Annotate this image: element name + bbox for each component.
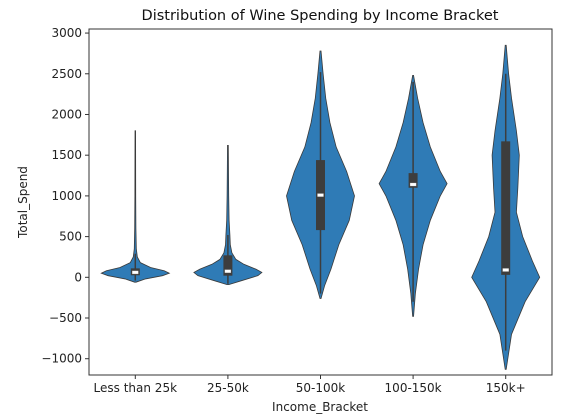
violin-iqr-box — [223, 255, 233, 276]
y-tick-label: −1000 — [41, 352, 82, 366]
y-tick-label: 2500 — [51, 67, 82, 81]
y-tick-label: 500 — [59, 230, 82, 244]
x-tick-label: 25-50k — [207, 381, 249, 395]
x-tick-label: 150k+ — [486, 381, 526, 395]
violin-body — [100, 130, 171, 283]
x-tick-label: 100-150k — [385, 381, 442, 395]
violin-median-marker — [317, 193, 324, 197]
violin-iqr-box — [408, 173, 418, 188]
violin-median-marker — [224, 269, 232, 273]
y-axis: −1000 −500 0 500 1000 1500 2000 2500 3000 — [41, 26, 89, 366]
x-tick-label: Less than 25k — [94, 381, 178, 395]
y-tick-label: 3000 — [51, 26, 82, 40]
y-tick-label: −500 — [49, 311, 82, 325]
violin-iqr-box — [501, 141, 511, 275]
violin-median-marker — [502, 268, 509, 272]
y-tick-label: 1000 — [51, 189, 82, 203]
violins-group — [100, 44, 541, 370]
chart-title: Distribution of Wine Spending by Income … — [142, 8, 499, 24]
violin-median-marker — [409, 182, 417, 187]
y-tick-label: 1500 — [51, 148, 82, 162]
y-tick-label: 2000 — [51, 107, 82, 121]
x-tick-label: 50-100k — [296, 381, 346, 395]
violin-body — [193, 145, 263, 286]
x-axis-title: Income_Bracket — [272, 400, 368, 414]
y-tick-label: 0 — [74, 270, 82, 284]
violin-median-marker — [132, 270, 139, 275]
y-axis-title: Total_Spend — [16, 166, 30, 239]
x-axis: Less than 25k 25-50k 50-100k 100-150k 150k+ — [94, 375, 526, 395]
